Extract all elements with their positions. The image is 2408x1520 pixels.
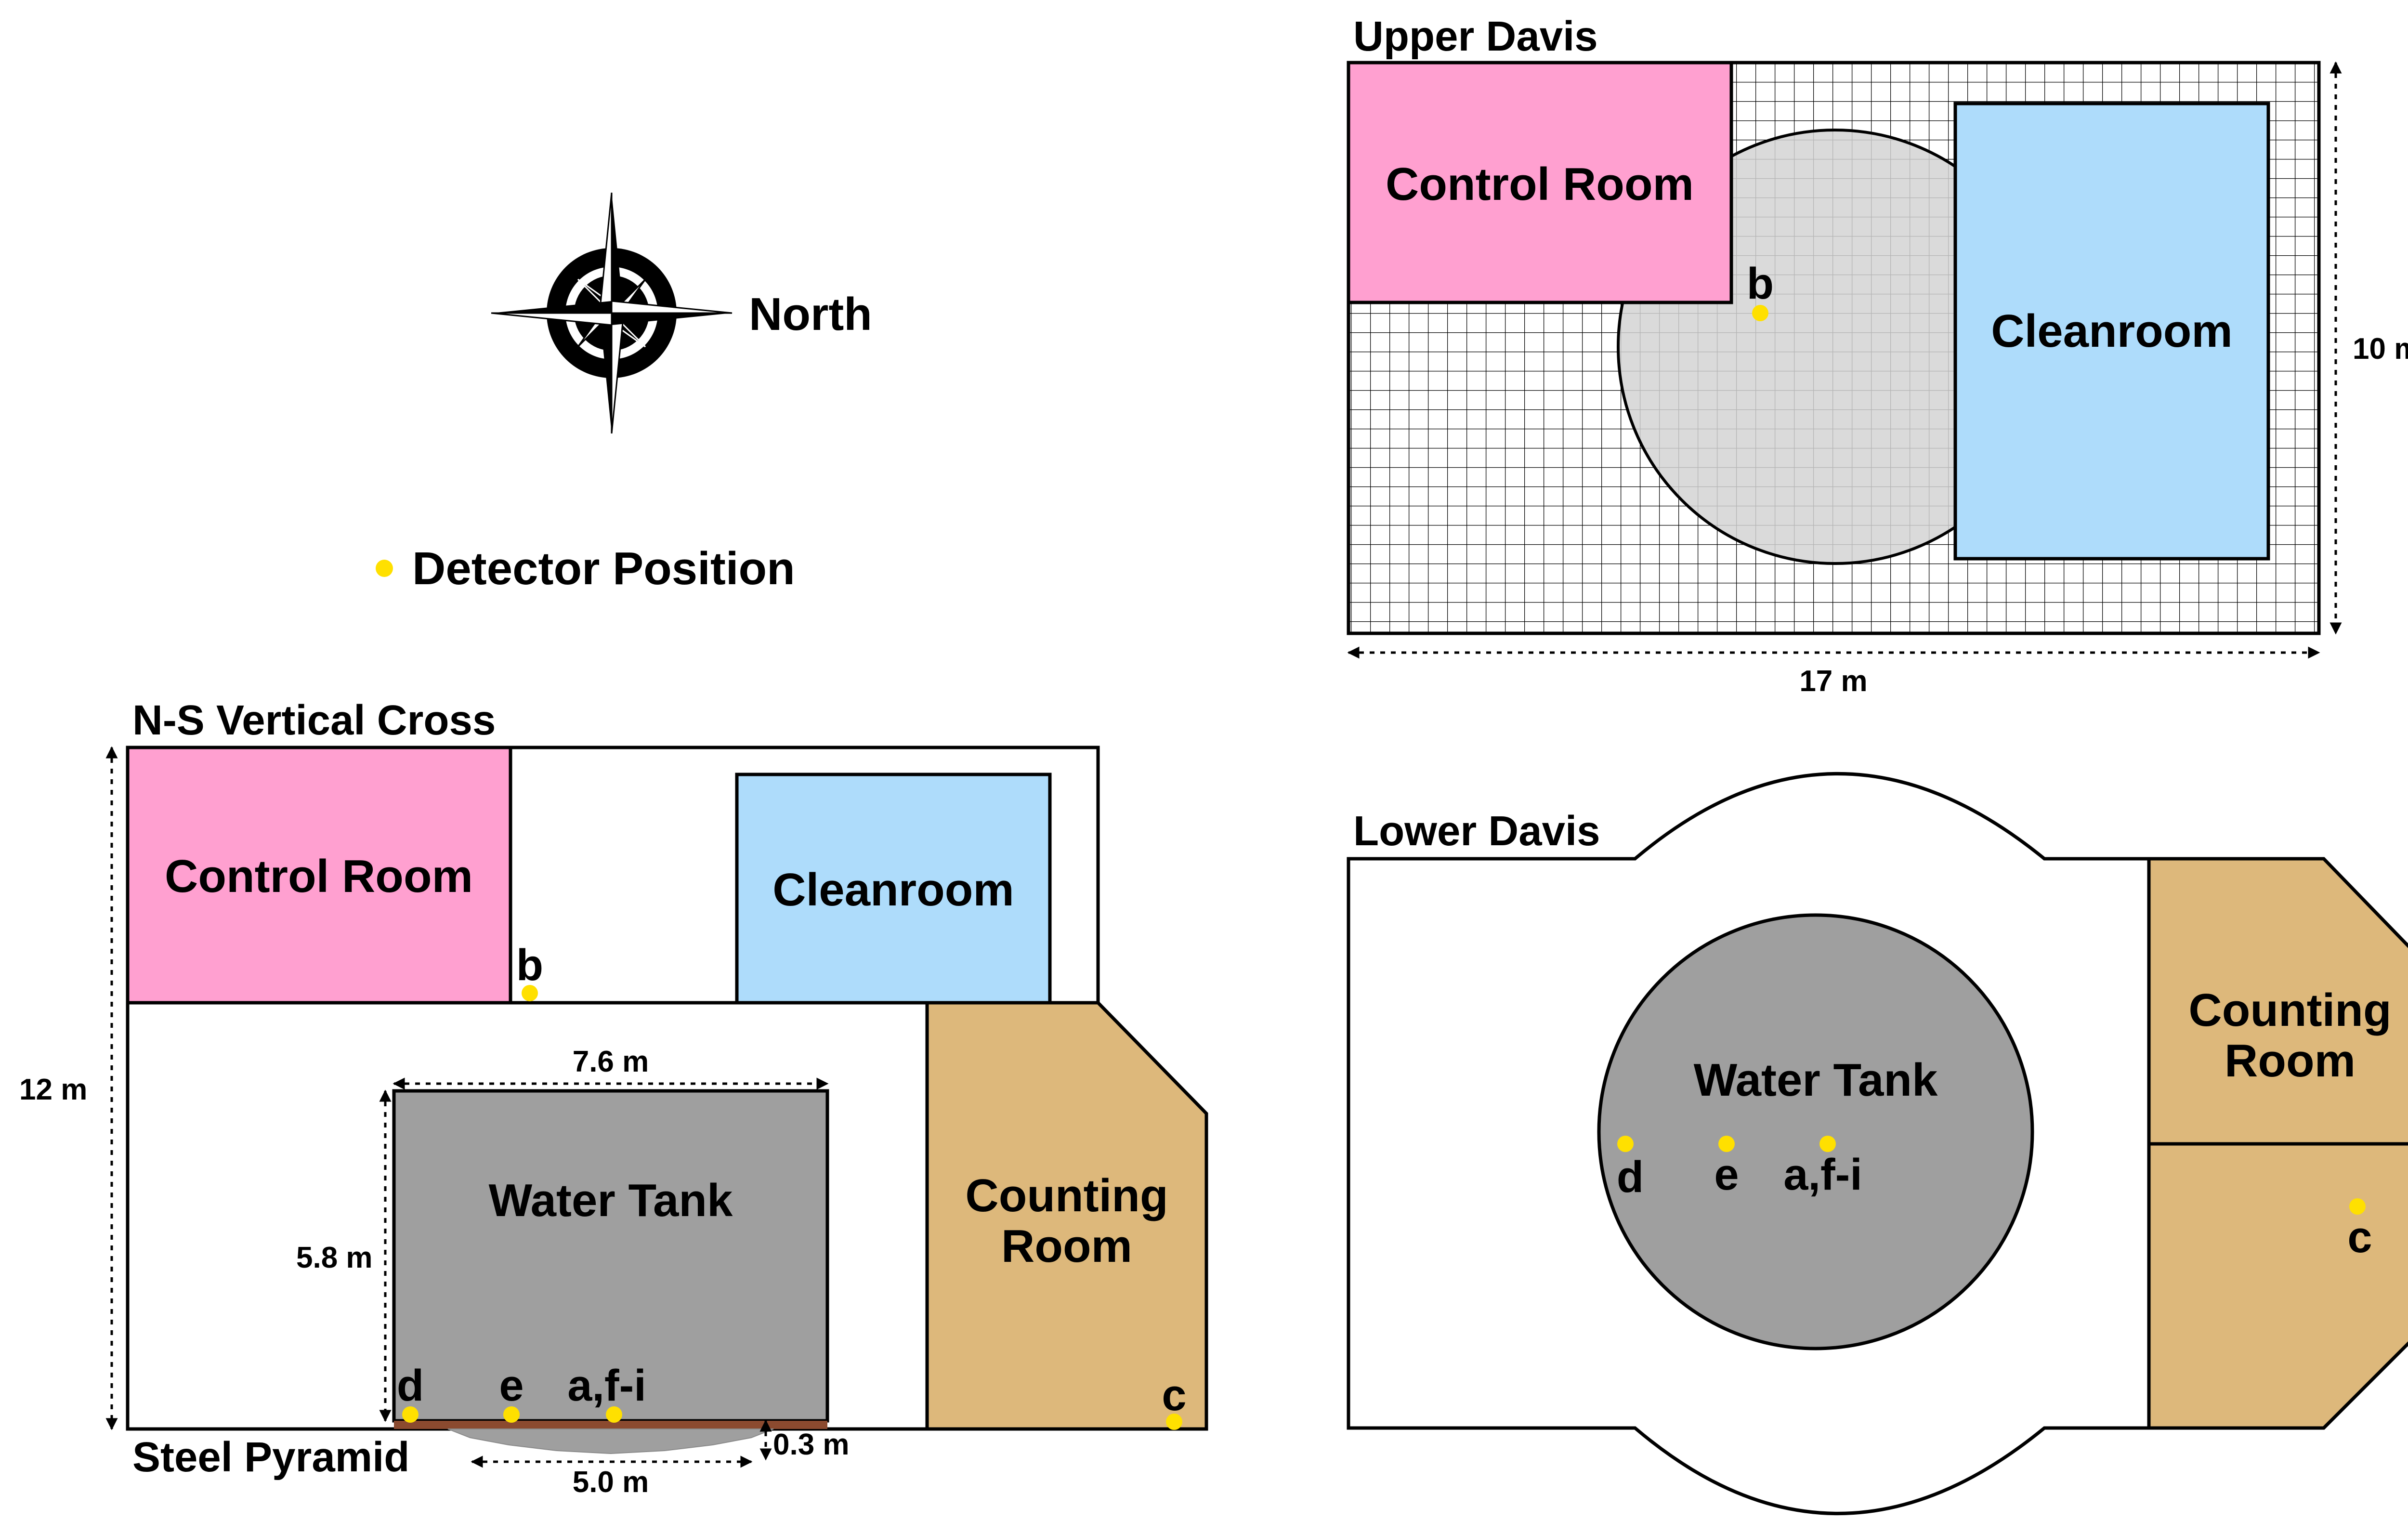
- compass-rose-icon: [491, 192, 733, 434]
- cross-section-counting-room: Counting Room: [925, 1001, 1208, 1431]
- cross-section-title: N-S Vertical Cross: [132, 697, 496, 744]
- lower-davis-panel: Lower Davis Water Tank Counting Room d e…: [1347, 772, 2408, 1515]
- lower-davis-counting-room-label-line1: Counting: [2188, 984, 2391, 1036]
- cross-section-position-afi: a,f-i: [567, 1361, 646, 1410]
- upper-davis-height-label: 10 m: [2353, 332, 2408, 366]
- cross-section-position-e: e: [499, 1361, 523, 1410]
- cross-section-water-tank-label: Water Tank: [489, 1175, 733, 1226]
- lower-davis-counting-room: Counting Room: [2147, 857, 2408, 1430]
- compass: North: [491, 192, 872, 434]
- cross-section-detector-d: [402, 1406, 419, 1423]
- cross-section-counting-room-label-line1: Counting: [965, 1170, 1168, 1221]
- cross-section-cleanroom: Cleanroom: [735, 773, 1052, 1005]
- lower-davis-detector-d: [1617, 1136, 1634, 1152]
- cross-section-detector-e: [503, 1406, 520, 1423]
- upper-davis-width-label: 17 m: [1799, 665, 1867, 698]
- upper-davis-position-b: b: [1747, 259, 1774, 308]
- cross-section-water-tank: Water Tank: [392, 1089, 829, 1423]
- lower-davis-counting-room-label-line2: Room: [2225, 1035, 2356, 1087]
- lower-davis-position-afi: a,f-i: [1783, 1150, 1862, 1199]
- cross-section-counting-room-label-line2: Room: [1001, 1220, 1132, 1272]
- upper-davis-panel: Upper Davis Control Room Cleanroom b 17 …: [1347, 13, 2408, 698]
- lower-davis-detector-afi: [1819, 1136, 1836, 1152]
- upper-davis-control-room-label: Control Room: [1386, 158, 1694, 210]
- upper-davis-cleanroom-label: Cleanroom: [1991, 305, 2232, 357]
- upper-davis-detector-b: [1752, 305, 1768, 321]
- cross-section-position-c: c: [1162, 1371, 1186, 1420]
- pyramid-height-label: 0.3 m: [773, 1428, 850, 1461]
- cross-section-steel-pyramid-label: Steel Pyramid: [132, 1434, 409, 1481]
- lower-davis-detector-e: [1718, 1136, 1735, 1152]
- lower-davis-position-c: c: [2347, 1213, 2372, 1262]
- upper-davis-control-room: Control Room: [1347, 61, 1733, 304]
- cross-section-detector-c: [1166, 1414, 1182, 1430]
- cross-section-height-label: 12 m: [19, 1073, 87, 1106]
- cross-section-position-b: b: [516, 941, 543, 990]
- lower-davis-water-tank: Water Tank: [1597, 913, 2034, 1350]
- cross-section-control-room-label: Control Room: [165, 851, 473, 902]
- tank-height-label: 5.8 m: [296, 1241, 373, 1274]
- lower-davis-detector-c: [2349, 1198, 2366, 1215]
- cross-section-detector-b: [522, 985, 538, 1001]
- legend-detector-marker: [376, 560, 393, 577]
- upper-davis-title: Upper Davis: [1353, 13, 1598, 60]
- cross-section-detector-afi: [606, 1406, 622, 1423]
- lower-davis-water-tank-label: Water Tank: [1694, 1054, 1938, 1106]
- legend-detector-label: Detector Position: [412, 543, 795, 594]
- cross-section-control-room: Control Room: [126, 746, 512, 1005]
- lower-davis-position-d: d: [1617, 1153, 1644, 1202]
- legend: Detector Position: [376, 543, 795, 594]
- tank-width-label: 7.6 m: [573, 1045, 649, 1078]
- compass-north-label: North: [749, 288, 872, 340]
- lower-davis-position-e: e: [1714, 1150, 1739, 1199]
- lower-davis-title: Lower Davis: [1353, 808, 1600, 854]
- cross-section-panel: N-S Vertical Cross Control Room Cleanroo…: [19, 697, 1208, 1499]
- pyramid-width-label: 5.0 m: [573, 1466, 649, 1499]
- cross-section-position-d: d: [397, 1361, 424, 1410]
- cross-section-steel-pyramid: [394, 1421, 827, 1454]
- upper-davis-outline: [1347, 61, 2321, 635]
- upper-davis-cleanroom: Cleanroom: [1953, 102, 2270, 561]
- cross-section-cleanroom-label: Cleanroom: [772, 864, 1014, 916]
